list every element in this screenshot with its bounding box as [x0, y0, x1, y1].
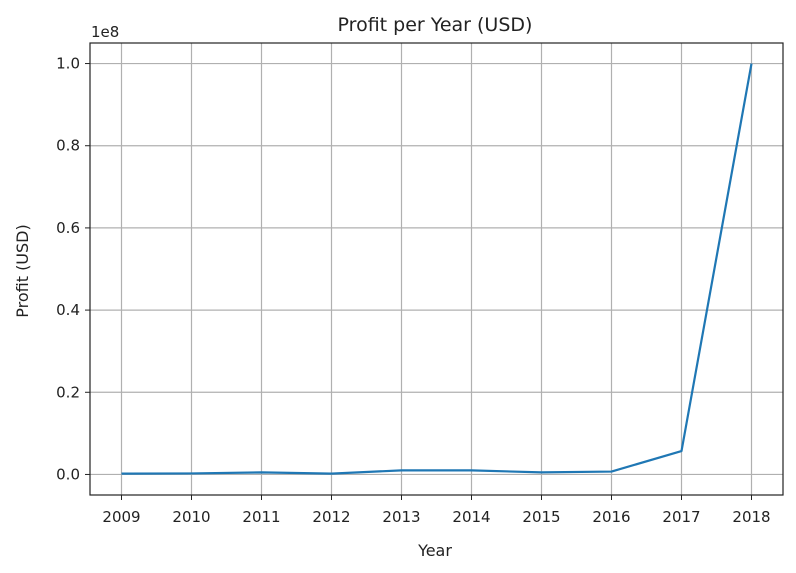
y-tick-label: 0.8	[56, 137, 80, 155]
y-offset-label: 1e8	[91, 23, 119, 41]
x-tick-label: 2011	[242, 508, 280, 526]
y-tick-label: 0.2	[56, 383, 80, 401]
x-tick-label: 2012	[312, 508, 350, 526]
series-line	[121, 63, 753, 475]
x-tick-label: 2016	[592, 508, 630, 526]
x-tick-label: 2010	[172, 508, 210, 526]
y-tick-label: 1.0	[56, 55, 80, 73]
x-tick-label: 2013	[382, 508, 420, 526]
y-tick-label: 0.6	[56, 219, 80, 237]
y-tick-label: 0.4	[56, 301, 80, 319]
x-axis-title: Year	[417, 541, 452, 560]
ticks: 2009 2010 2011 2012 2013 2014 2015 2016 2017 2018…	[56, 55, 770, 526]
x-tick-label: 2009	[102, 508, 140, 526]
plot-frame	[89, 42, 784, 496]
x-tick-label: 2014	[452, 508, 490, 526]
x-tick-label: 2015	[522, 508, 560, 526]
y-axis-title: Profit (USD)	[13, 224, 32, 318]
y-tick-label: 0.0	[56, 465, 80, 483]
series-layer	[121, 63, 753, 475]
x-tick-label: 2018	[732, 508, 770, 526]
grid	[90, 43, 783, 495]
chart-title: Profit per Year (USD)	[338, 14, 533, 36]
x-tick-label: 2017	[662, 508, 700, 526]
